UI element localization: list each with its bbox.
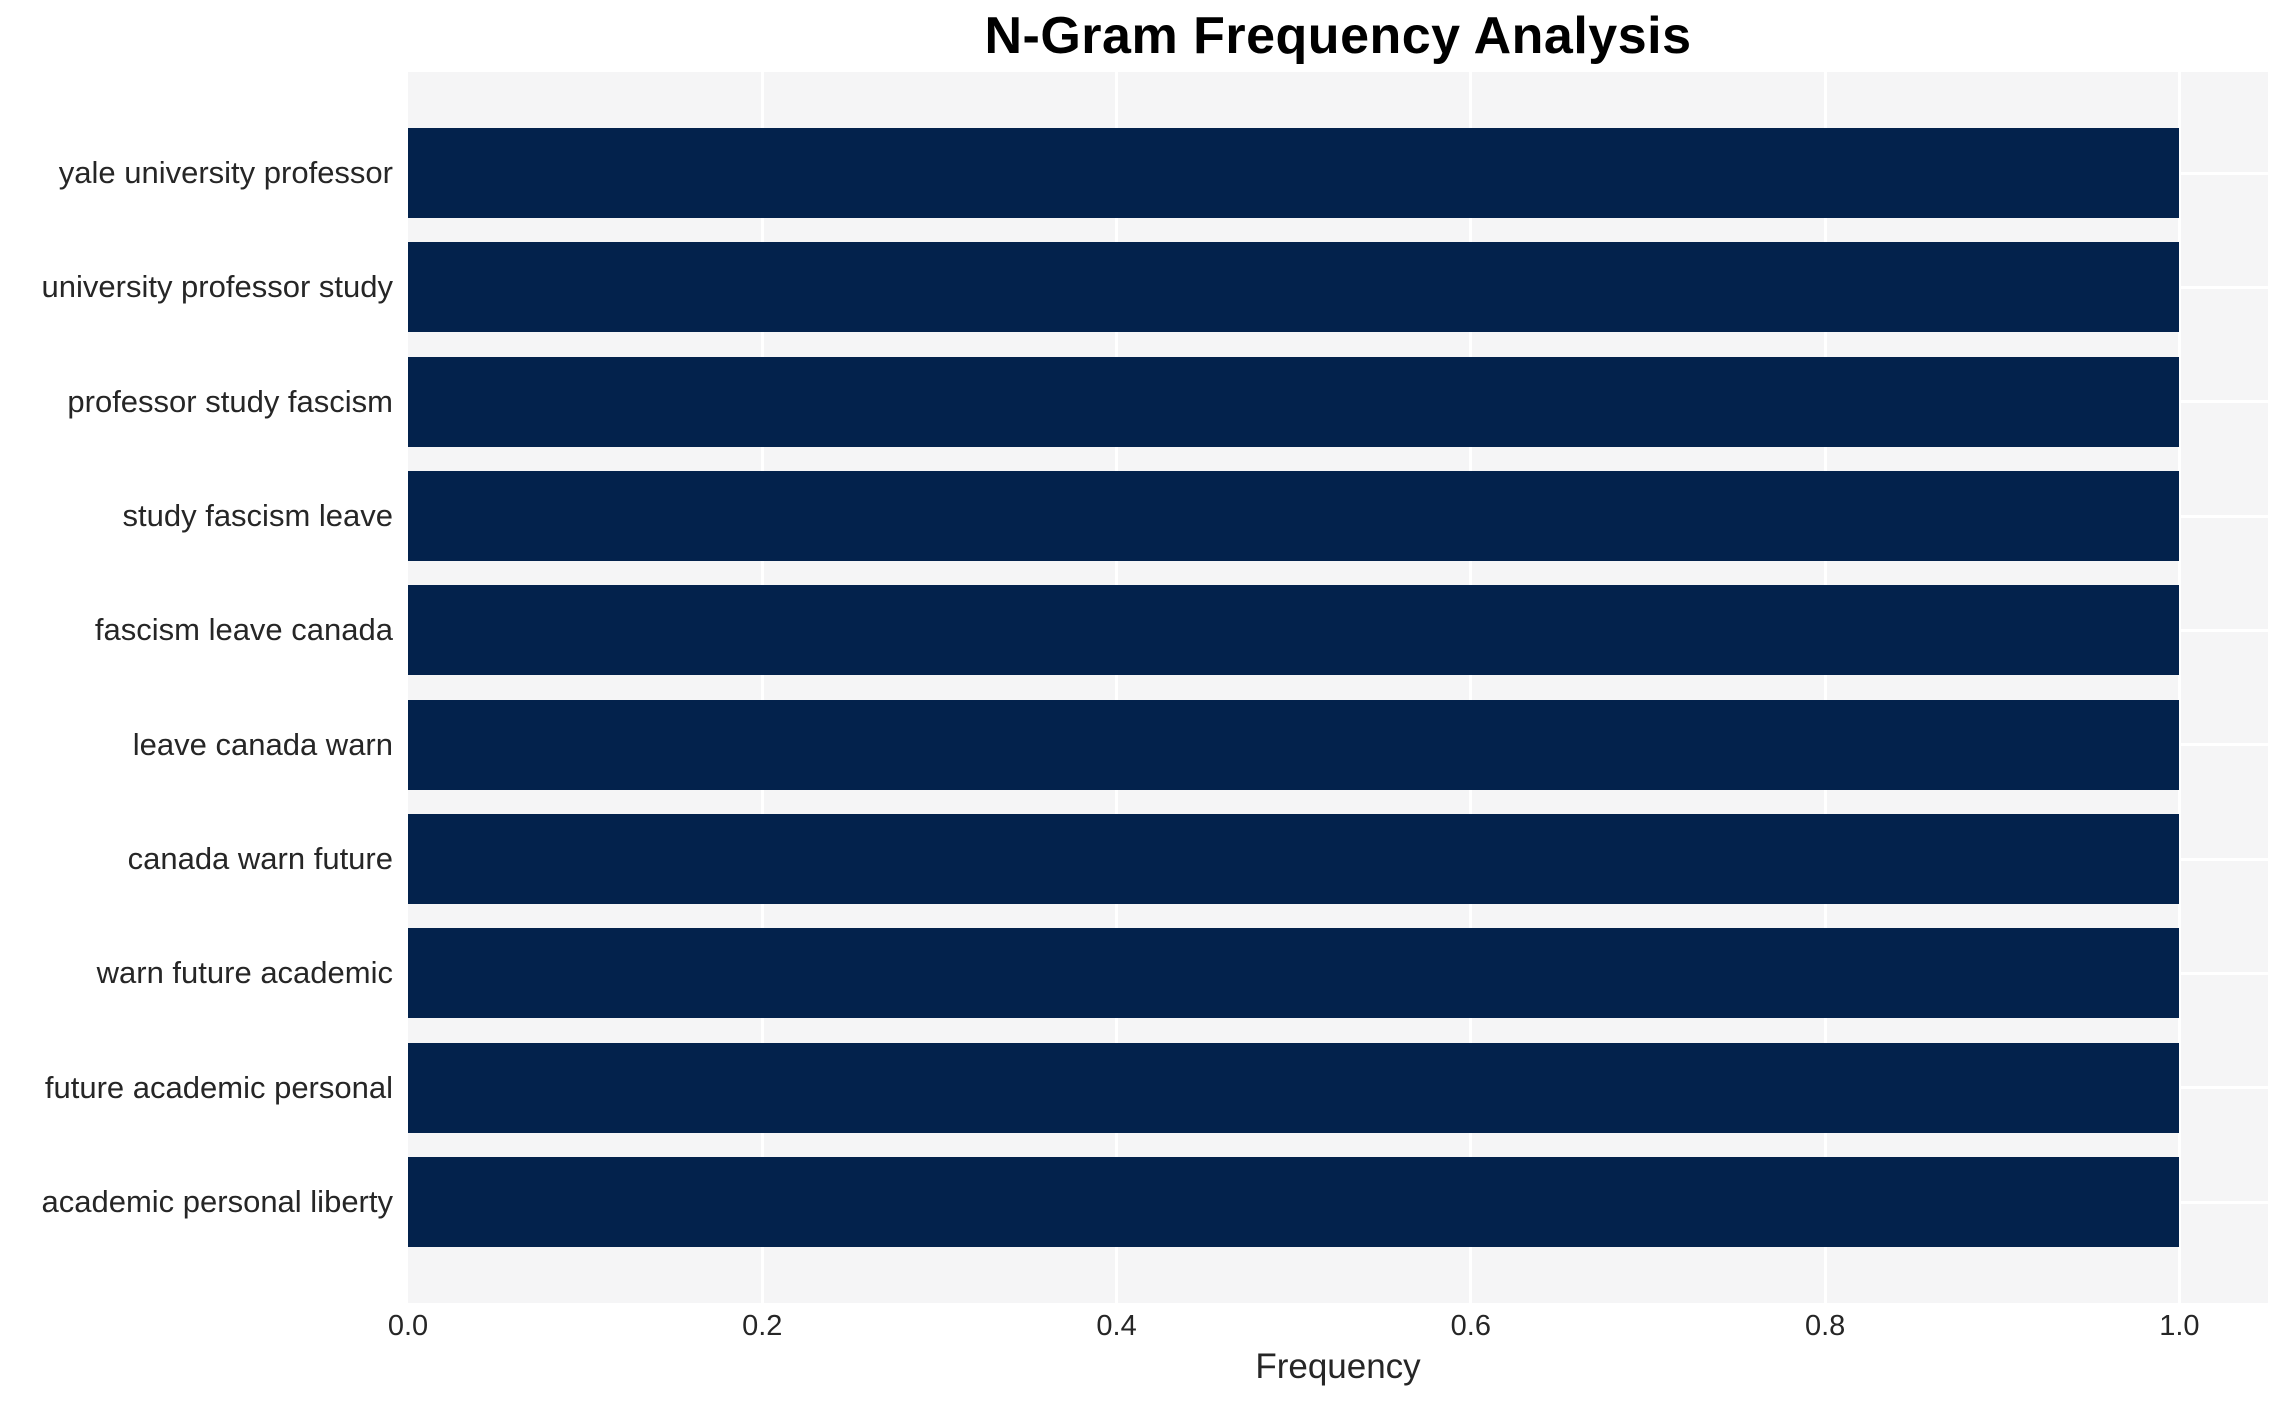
bar-study-fascism-leave xyxy=(408,471,2180,561)
x-tick-label: 0.0 xyxy=(387,1310,429,1342)
bar-leave-canada-warn xyxy=(408,699,2180,790)
y-axis-label: warn future academic xyxy=(96,955,393,991)
vertical-gridline xyxy=(760,72,764,1303)
vertical-gridline xyxy=(1823,72,1827,1303)
bars-layer xyxy=(408,72,2268,1303)
y-axis-label: study fascism leave xyxy=(122,498,394,533)
y-axis-labels: yale university professor university prof… xyxy=(0,72,393,1303)
chart-title: N-Gram Frequency Analysis xyxy=(984,7,1692,65)
y-axis-label: university professor study xyxy=(41,269,393,305)
x-axis-ticks: 0.0 0.2 0.4 0.6 0.8 1.0 xyxy=(388,1303,2268,1349)
bar-future-academic-personal xyxy=(408,1042,2180,1133)
y-axis-label: future academic personal xyxy=(44,1069,393,1105)
y-axis-label: canada warn future xyxy=(127,841,393,876)
y-axis-label: fascism leave canada xyxy=(94,612,393,648)
y-axis-label: professor study fascism xyxy=(67,383,393,419)
vertical-gridline xyxy=(1469,72,1473,1303)
plot-area xyxy=(408,72,2268,1303)
bar-warn-future-academic xyxy=(408,928,2180,1019)
x-tick-label: 1.0 xyxy=(2159,1310,2200,1342)
vertical-gridline xyxy=(2177,72,2181,1303)
x-tick-label: 0.6 xyxy=(1450,1310,1491,1342)
x-axis-title: Frequency xyxy=(1255,1347,1421,1386)
y-axis-label: leave canada warn xyxy=(132,726,393,762)
bar-academic-personal-liberty xyxy=(408,1157,2180,1247)
y-axis-label: academic personal liberty xyxy=(41,1184,393,1219)
bar-professor-study-fascism xyxy=(408,356,2180,447)
bar-yale-university-professor xyxy=(408,128,2180,218)
vertical-gridline xyxy=(1115,72,1119,1303)
bar-fascism-leave-canada xyxy=(408,585,2180,676)
bar-university-professor-study xyxy=(408,242,2180,333)
x-tick-label: 0.2 xyxy=(742,1310,783,1342)
y-axis-label: yale university professor xyxy=(58,155,393,190)
x-tick-label: 0.8 xyxy=(1804,1310,1846,1342)
x-tick-label: 0.4 xyxy=(1096,1310,1137,1342)
bar-canada-warn-future xyxy=(408,814,2180,904)
